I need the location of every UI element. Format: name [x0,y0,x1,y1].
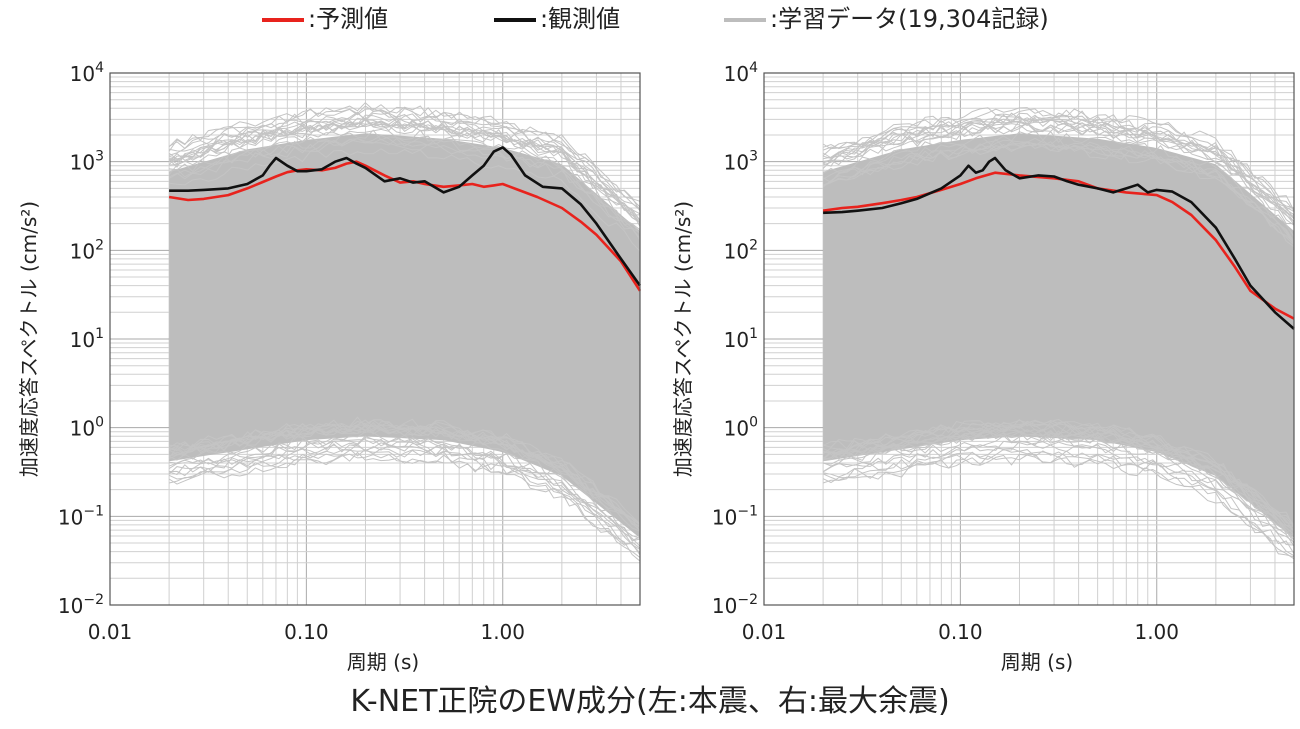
training-curve [168,442,641,550]
legend-label-2: :観測値 [540,5,621,33]
x-axis-label: 周期 (s) [1001,650,1073,674]
training-curve [822,418,1295,529]
training-curve [168,421,641,524]
training-curve [822,107,1295,211]
y-tick-label: 10−1 [712,503,758,529]
x-tick-label: 0.01 [742,620,787,644]
training-curve [822,453,1295,558]
training-data [822,107,1295,560]
training-curve [168,419,641,526]
y-tick-label: 10−1 [58,503,104,529]
plot-frame [109,72,641,606]
training-curve [822,422,1295,531]
training-curve [168,108,641,212]
training-curve [168,423,641,531]
training-curve [823,432,1295,544]
training-curve [168,138,641,241]
training-band [823,133,1294,539]
training-curve [168,111,641,211]
x-tick-label: 0.10 [284,620,329,644]
training-curve [822,431,1295,541]
training-curve [169,449,641,549]
chart-panel-right: 0.01 0.10 1.00 10−2 10−1 100 101 102 103 104 周期 (s… [671,60,1295,674]
x-tick-label: 1.00 [480,620,525,644]
training-curve [822,428,1295,534]
series-predicted-line [822,171,1295,320]
training-curve [169,148,641,252]
training-curve [168,102,641,208]
training-curve [822,448,1295,557]
training-curve [823,421,1295,527]
y-tick-label: 10−2 [712,592,758,618]
training-curve [822,114,1295,216]
training-curve [822,435,1295,547]
training-curve [168,453,641,562]
y-tick-label: 104 [724,60,758,86]
y-tick-label: 102 [724,237,758,263]
training-curve [168,128,641,234]
training-curve [168,423,641,532]
training-curve [823,447,1295,555]
training-curve [822,143,1295,245]
training-curve [822,129,1295,237]
y-tick-label: 103 [724,149,758,175]
y-tick-label: 104 [70,60,104,86]
series-observed-line [169,146,642,287]
legend-label-1: :予測値 [308,5,389,33]
y-tick-label: 103 [70,149,104,175]
training-curve [168,134,641,239]
training-curve [822,453,1295,560]
legend-line-2 [494,18,536,22]
x-tick-label: 0.01 [88,620,133,644]
x-axis-label: 周期 (s) [347,650,419,674]
y-axis-label: 加速度応答スペクトル (cm/s²) [671,201,695,477]
legend-line-1 [262,18,304,22]
training-curve [822,139,1295,243]
chart-panel-left: 0.01 0.10 1.00 10−2 10−1 100 101 102 103 104 周期 (s… [17,60,642,674]
training-data [168,102,641,562]
x-tick-label: 0.10 [938,620,983,644]
training-curve [169,437,641,542]
y-tick-label: 10−2 [58,592,104,618]
x-tick-label: 1.00 [1134,620,1179,644]
y-tick-label: 100 [724,415,758,441]
y-axis-label: 加速度応答スペクトル (cm/s²) [17,201,41,477]
charts-area: 0.01 0.10 1.00 10−2 10−1 100 101 102 103 104 周期 (s… [17,60,1295,674]
training-curve [168,116,641,224]
y-tick-label: 101 [724,326,758,352]
y-tick-label: 102 [70,237,104,263]
y-tick-label: 101 [70,326,104,352]
training-curve [168,451,641,558]
plot-frame [763,72,1295,606]
figure-caption: K-NET正院のEW成分(左:本震、右:最大余震) [350,684,950,719]
y-tick-label: 100 [70,415,104,441]
training-curve [822,421,1295,532]
legend-line-3 [724,18,766,22]
series-observed-line [823,156,1295,330]
training-curve [823,116,1295,217]
legend: :予測値 :観測値 :学習データ(19,304記録) [0,0,1300,40]
training-curve [168,442,641,554]
training-curve [168,118,641,216]
legend-label-3: :学習データ(19,304記録) [770,5,1049,33]
training-curve [822,112,1295,211]
training-curve [822,122,1295,225]
